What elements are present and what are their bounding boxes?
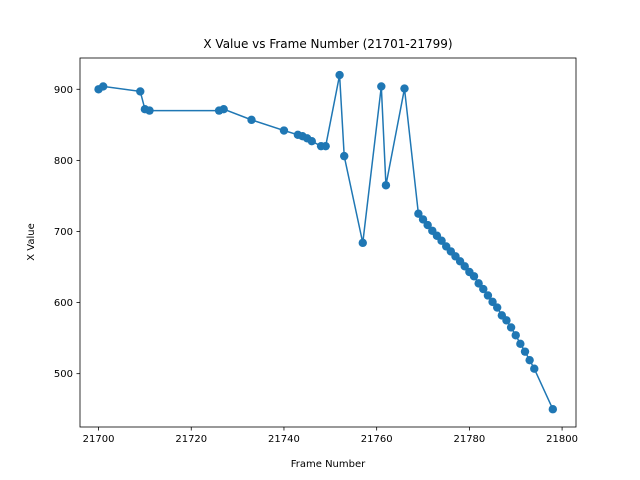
data-point (511, 331, 520, 340)
data-point (483, 291, 493, 300)
data-point (460, 262, 469, 271)
data-point (469, 272, 479, 281)
data-point (98, 82, 108, 91)
data-point (340, 151, 349, 161)
y-tick-label: 900 (54, 85, 73, 96)
series-line (98, 74, 554, 410)
data-point (474, 279, 483, 288)
data-point (321, 141, 330, 151)
data-point (418, 215, 428, 224)
data-point (279, 126, 289, 135)
data-point (479, 284, 488, 294)
x-tick-label: 21740 (268, 434, 300, 445)
data-point (307, 136, 316, 146)
x-tick-label: 21700 (83, 434, 115, 445)
data-point (437, 236, 446, 245)
data-point (493, 303, 502, 312)
data-point (488, 297, 497, 307)
data-point (525, 355, 534, 365)
plot-area-frame (79, 57, 577, 428)
x-axis-title: Frame Number (291, 459, 366, 470)
data-point (520, 347, 530, 356)
data-point (247, 115, 256, 125)
data-point (136, 87, 145, 96)
x-tick-label: 21780 (453, 434, 485, 445)
data-point (502, 316, 511, 325)
data-point (377, 82, 386, 91)
data-point (335, 70, 344, 80)
x-tick-label: 21720 (175, 434, 207, 445)
y-tick-label: 700 (54, 227, 73, 238)
data-point (414, 209, 423, 218)
data-point (423, 220, 432, 230)
data-point (400, 84, 409, 93)
data-point (548, 405, 558, 414)
x-tick-label: 21800 (546, 434, 578, 445)
data-point (219, 104, 228, 114)
data-point (506, 323, 516, 332)
data-point (381, 181, 391, 190)
x-tick-label: 21760 (361, 434, 393, 445)
data-point (516, 339, 525, 349)
y-axis-title: X Value (26, 223, 37, 261)
chart-title: X Value vs Frame Number (21701-21799) (203, 37, 452, 51)
y-axis-ticks: 500 600 700 800 900 (54, 85, 80, 380)
x-axis-ticks: 21700 21720 21740 21760 21780 21800 (83, 427, 578, 445)
data-point (530, 364, 539, 373)
series-markers (94, 70, 558, 414)
data-point (145, 106, 154, 115)
data-point (358, 238, 367, 248)
y-tick-label: 600 (54, 298, 73, 309)
y-tick-label: 800 (54, 156, 73, 167)
y-tick-label: 500 (54, 369, 73, 380)
